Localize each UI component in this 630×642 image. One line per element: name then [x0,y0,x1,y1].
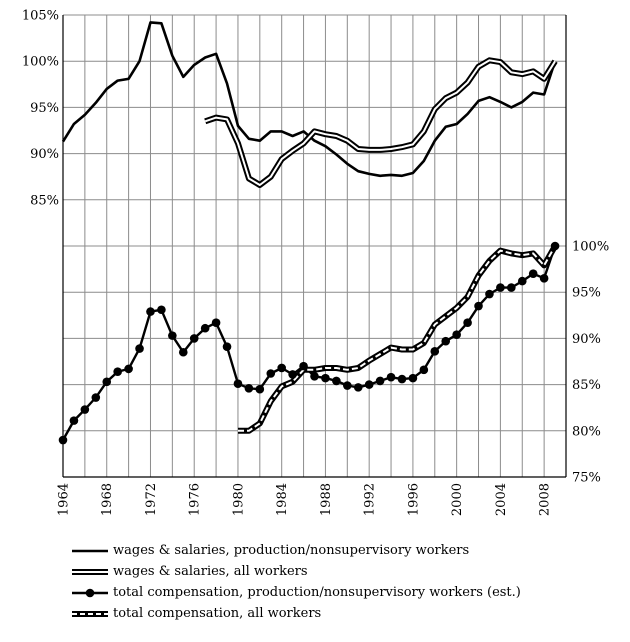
data-point-comp-production [113,367,122,376]
data-point-comp-production [211,318,221,327]
data-point-comp-production [124,364,133,374]
data-point-comp-production [364,380,374,389]
data-point-comp-production [146,307,155,316]
data-point-comp-production [517,276,527,286]
x-tick-label: 1964 [57,483,72,516]
y-left-tick-label: 90% [30,147,59,162]
data-point-comp-production [496,283,505,292]
data-point-comp-production [299,361,308,371]
data-point-comp-production [178,347,188,357]
legend: wages & salaries, production/nonsupervis… [70,540,630,624]
data-point-comp-production [550,241,560,251]
x-tick-label: 2008 [538,483,553,516]
legend-label: wages & salaries, all workers [113,564,308,579]
y-left-tick-label: 95% [30,101,59,116]
data-point-comp-production [58,435,68,445]
x-tick-label: 1972 [144,483,159,516]
data-point-comp-production [353,383,363,392]
x-tick-label: 1984 [275,483,290,516]
legend-item-comp-production: total compensation, production/nonsuperv… [70,582,630,603]
data-point-comp-production [539,274,549,283]
data-point-comp-production [168,331,177,340]
data-point-comp-production [189,334,199,343]
data-point-comp-production [463,318,472,327]
legend-swatch-solid [72,549,108,552]
legend-item-wages-all: wages & salaries, all workers [70,561,630,582]
x-tick-label: 1996 [406,483,421,516]
legend-item-wages-production: wages & salaries, production/nonsupervis… [70,540,630,561]
data-point-comp-production [386,372,396,382]
data-point-comp-production [80,405,90,414]
data-point-comp-production [135,344,144,353]
data-point-comp-production [277,363,286,373]
data-point-comp-production [474,301,483,311]
data-point-comp-production [485,289,494,299]
x-tick-label: 2000 [450,483,465,516]
y-right-tick-label: 80% [572,424,601,439]
axes [62,15,567,478]
x-tick-label: 2004 [494,483,509,516]
legend-label: total compensation, all workers [113,606,322,621]
data-point-comp-production [397,374,407,384]
data-point-comp-production [332,376,341,386]
data-point-comp-production [528,269,538,279]
series-markers [58,241,560,445]
series-line-comp-all-inner [238,245,556,432]
y-left-tick-label: 105% [22,9,59,24]
y-right-tick-label: 100% [572,240,609,255]
data-point-comp-production [266,369,276,378]
data-point-comp-production [102,377,112,387]
tick-labels: 105% 100% 95% 90% 85% 100% 95% 90% 85% 80% 75% 1964… [22,9,609,517]
data-point-comp-production [200,323,210,333]
legend-item-comp-all: total compensation, all workers [70,603,630,624]
data-point-comp-production [343,381,352,390]
data-point-comp-production [408,373,418,383]
series-line-wages-all-inner [204,59,556,186]
data-point-comp-production [375,376,385,386]
y-right-tick-label: 85% [572,378,601,393]
data-point-comp-production [507,283,516,292]
data-point-comp-production [441,336,451,346]
legend-swatch-double [72,568,108,575]
data-point-comp-production [244,383,254,393]
x-tick-label: 1988 [319,483,334,516]
data-point-comp-production [157,305,166,315]
grid [62,14,567,478]
series-lines [61,21,558,441]
data-point-comp-production [69,416,79,425]
data-point-comp-production [310,371,319,381]
legend-label: total compensation, production/nonsuperv… [113,585,521,600]
y-right-tick-label: 75% [572,471,601,486]
y-right-tick-label: 95% [572,286,601,301]
y-right-tick-label: 90% [572,332,601,347]
data-point-comp-production [233,379,243,388]
y-left-tick-label: 85% [30,193,59,208]
series-line-wages-all [204,57,558,188]
data-point-comp-production [288,370,297,379]
legend-swatch-dots [72,588,108,597]
x-tick-label: 1968 [100,483,115,516]
legend-swatch-double-dashed [72,610,108,617]
legend-label: wages & salaries, production/nonsupervis… [113,543,470,558]
series-line-wages-production [61,21,557,178]
x-tick-label: 1976 [188,483,203,516]
chart-svg: 105% 100% 95% 90% 85% 100% 95% 90% 85% 80% 75% 1964… [22,9,609,517]
data-point-comp-production [419,365,429,375]
data-point-comp-production [222,342,232,352]
data-point-comp-production [321,373,330,383]
data-point-comp-production [255,384,265,394]
x-tick-label: 1992 [363,483,378,516]
y-left-tick-label: 100% [22,55,59,70]
data-point-comp-production [452,330,461,340]
data-point-comp-production [91,393,101,402]
data-point-comp-production [430,347,440,356]
x-tick-label: 1980 [231,483,246,516]
